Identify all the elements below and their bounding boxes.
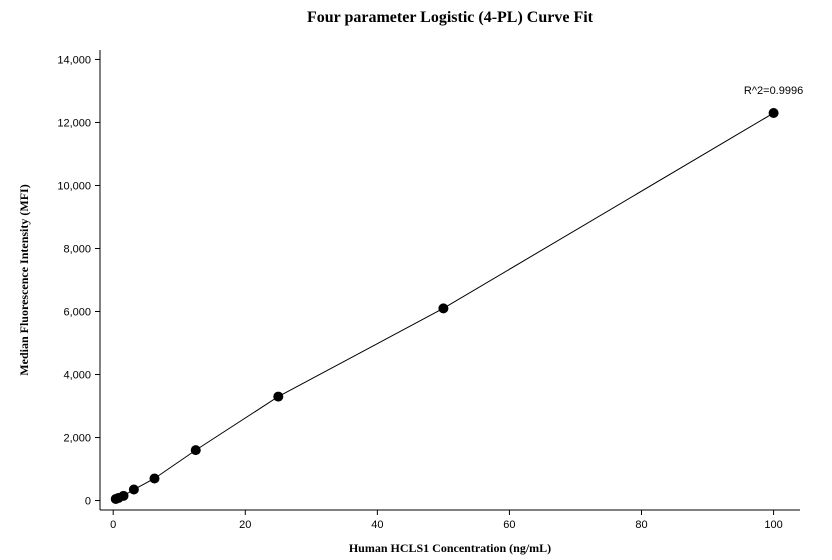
y-tick-label: 10,000: [57, 180, 91, 192]
data-point: [438, 303, 448, 313]
y-tick-label: 0: [85, 496, 91, 508]
data-point: [129, 485, 139, 495]
y-tick-label: 12,000: [57, 117, 91, 129]
x-tick-label: 60: [503, 519, 515, 531]
x-tick-label: 80: [635, 519, 647, 531]
y-tick-label: 6,000: [63, 307, 91, 319]
y-axis-label: Median Fluorescence Intensity (MFI): [17, 184, 31, 375]
chart-background: [0, 0, 832, 560]
x-tick-label: 100: [764, 519, 782, 531]
y-tick-label: 14,000: [57, 54, 91, 66]
data-point: [149, 473, 159, 483]
y-tick-label: 2,000: [63, 433, 91, 445]
x-tick-label: 20: [239, 519, 251, 531]
x-axis-label: Human HCLS1 Concentration (ng/mL): [349, 541, 551, 555]
chart-container: Four parameter Logistic (4-PL) Curve Fit…: [0, 0, 832, 560]
data-point: [273, 392, 283, 402]
y-tick-label: 4,000: [63, 370, 91, 382]
x-tick-label: 0: [110, 519, 116, 531]
y-tick-label: 8,000: [63, 243, 91, 255]
data-point: [119, 491, 129, 501]
chart-title: Four parameter Logistic (4-PL) Curve Fit: [307, 9, 594, 26]
data-point: [191, 445, 201, 455]
r-squared-annotation: R^2=0.9996: [744, 85, 803, 97]
x-tick-label: 40: [371, 519, 383, 531]
data-point: [769, 108, 779, 118]
chart-svg: Four parameter Logistic (4-PL) Curve Fit…: [0, 0, 832, 560]
